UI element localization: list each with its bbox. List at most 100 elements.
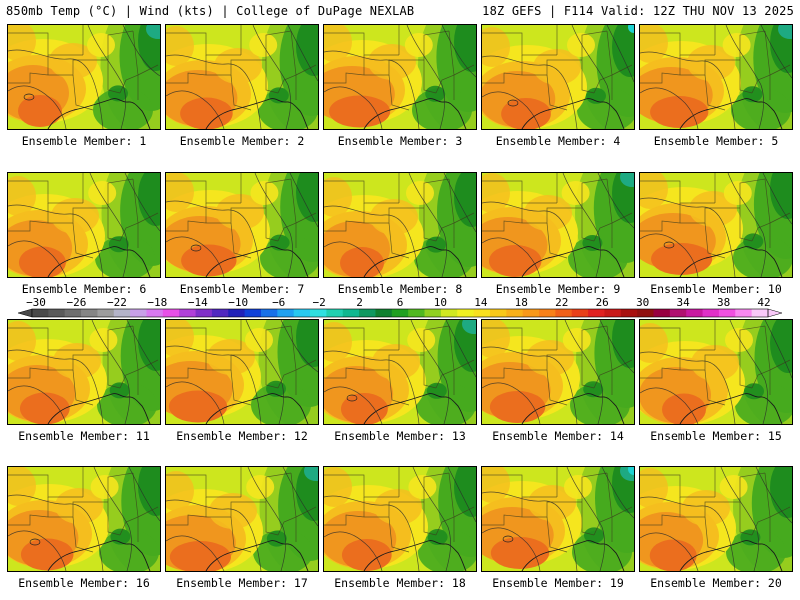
colorbar-tick-label: 34 <box>676 296 690 309</box>
ensemble-member-map <box>639 24 793 130</box>
ensemble-member-label: Ensemble Member: 16 <box>18 576 150 590</box>
colorbar-swatch <box>326 309 344 317</box>
colorbar-swatch <box>260 309 278 317</box>
colorbar-right-arrow <box>767 308 783 318</box>
colorbar-swatch <box>473 309 491 317</box>
ensemble-member-label: Ensemble Member: 2 <box>179 134 305 148</box>
colorbar-swatch <box>735 309 753 317</box>
colorbar-swatch <box>359 309 376 317</box>
ensemble-member-label: Ensemble Member: 17 <box>176 576 308 590</box>
colorbar-swatch <box>195 309 213 317</box>
colorbar-swatch <box>718 309 736 317</box>
colorbar-tick-label: −6 <box>272 296 285 309</box>
colorbar-swatch <box>440 309 458 317</box>
colorbar-swatch <box>408 309 425 317</box>
colorbar-swatch <box>637 309 654 317</box>
ensemble-member-map <box>7 172 161 278</box>
colorbar-swatch <box>669 309 687 317</box>
colorbar-swatch <box>97 309 115 317</box>
colorbar-swatch <box>588 309 605 317</box>
colorbar-swatch <box>686 309 703 317</box>
colorbar-swatch <box>81 309 98 317</box>
ensemble-member-label: Ensemble Member: 5 <box>653 134 779 148</box>
colorbar-swatch <box>391 309 409 317</box>
colorbar-swatch <box>522 309 540 317</box>
colorbar-tick-label: −30 <box>26 296 46 309</box>
ensemble-member-label: Ensemble Member: 19 <box>492 576 624 590</box>
colorbar-swatch <box>244 309 262 317</box>
ensemble-member-map <box>481 172 635 278</box>
colorbar-swatch <box>64 309 82 317</box>
colorbar-swatch <box>342 309 360 317</box>
colorbar-tick-label: −2 <box>312 296 325 309</box>
colorbar-swatch <box>228 309 246 317</box>
ensemble-member-map <box>639 319 793 425</box>
ensemble-member-label: Ensemble Member: 10 <box>650 282 782 296</box>
ensemble-member-label: Ensemble Member: 4 <box>495 134 621 148</box>
colorbar-tick-label: 22 <box>555 296 568 309</box>
colorbar-tick-label: 26 <box>596 296 609 309</box>
ensemble-member-label: Ensemble Member: 1 <box>21 134 147 148</box>
ensemble-member-map <box>165 172 319 278</box>
ensemble-member-label: Ensemble Member: 6 <box>21 282 147 296</box>
ensemble-member-map <box>481 466 635 572</box>
colorbar-tick-label: 42 <box>757 296 770 309</box>
colorbar-tick-label: 30 <box>636 296 649 309</box>
header-title: 850mb Temp (°C) | Wind (kts) | College o… <box>6 4 415 18</box>
ensemble-member-label: Ensemble Member: 7 <box>179 282 305 296</box>
colorbar-tick-label: −10 <box>228 296 248 309</box>
colorbar-swatch <box>211 309 229 317</box>
colorbar-tick-label: −18 <box>147 296 167 309</box>
ensemble-member-label: Ensemble Member: 13 <box>334 429 466 443</box>
colorbar-swatch <box>277 309 295 317</box>
colorbar-tick-label: 2 <box>356 296 363 309</box>
ensemble-member-label: Ensemble Member: 11 <box>18 429 150 443</box>
colorbar-swatch <box>751 309 769 317</box>
colorbar-tick-label: −22 <box>107 296 127 309</box>
ensemble-member-map <box>639 466 793 572</box>
colorbar-swatch <box>702 309 720 317</box>
ensemble-member-map <box>639 172 793 278</box>
ensemble-member-map <box>7 24 161 130</box>
ensemble-member-map <box>481 319 635 425</box>
ensemble-member-map <box>7 319 161 425</box>
ensemble-member-map <box>323 319 477 425</box>
ensemble-member-map <box>323 24 477 130</box>
ensemble-member-map <box>323 466 477 572</box>
ensemble-member-map <box>165 466 319 572</box>
colorbar-swatch <box>539 309 556 317</box>
ensemble-member-label: Ensemble Member: 14 <box>492 429 624 443</box>
colorbar-swatch <box>146 309 164 317</box>
ensemble-member-map <box>481 24 635 130</box>
ensemble-member-map <box>165 319 319 425</box>
colorbar-swatch <box>555 309 573 317</box>
colorbar-swatch <box>604 309 622 317</box>
colorbar-tick-label: 10 <box>434 296 447 309</box>
header-valid-time: 18Z GEFS | F114 Valid: 12Z THU NOV 13 20… <box>482 4 794 18</box>
colorbar-swatch <box>375 309 393 317</box>
ensemble-member-map <box>7 466 161 572</box>
colorbar-tick-label: −14 <box>188 296 208 309</box>
colorbar-swatch <box>32 309 49 317</box>
colorbar-swatch <box>179 309 196 317</box>
colorbar-tick-label: 18 <box>515 296 528 309</box>
ensemble-member-map <box>165 24 319 130</box>
colorbar-tick-label: −26 <box>66 296 86 309</box>
ensemble-member-label: Ensemble Member: 20 <box>650 576 782 590</box>
colorbar-swatch <box>130 309 147 317</box>
colorbar-swatch <box>293 309 311 317</box>
colorbar-swatch <box>162 309 180 317</box>
colorbar-swatch <box>506 309 524 317</box>
colorbar-tick-label: 6 <box>397 296 404 309</box>
colorbar-tick-label: 38 <box>717 296 730 309</box>
temperature-colorbar: −30 −26 −22 −18 −14 −10 −6 −2 2 6 10 14 18 22 26 30 34 38… <box>17 296 783 318</box>
ensemble-member-label: Ensemble Member: 12 <box>176 429 308 443</box>
colorbar-swatch <box>653 309 671 317</box>
ensemble-member-label: Ensemble Member: 9 <box>495 282 621 296</box>
colorbar-swatch <box>489 309 507 317</box>
ensemble-member-label: Ensemble Member: 8 <box>337 282 463 296</box>
ensemble-member-label: Ensemble Member: 3 <box>337 134 463 148</box>
colorbar-swatch <box>571 309 589 317</box>
ensemble-member-map <box>323 172 477 278</box>
colorbar-swatch <box>620 309 638 317</box>
